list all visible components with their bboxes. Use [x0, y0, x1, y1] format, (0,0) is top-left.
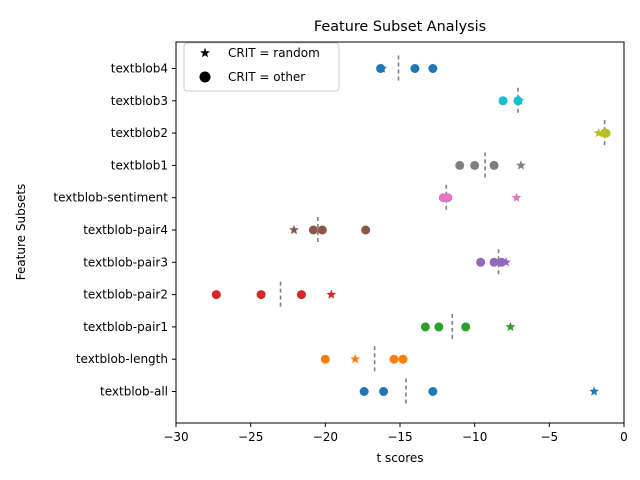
- series-textblob-pair1: [420, 313, 516, 340]
- data-point: [410, 64, 420, 73]
- data-point: [600, 128, 610, 138]
- data-point-star: [511, 192, 522, 202]
- series-textblob4: [376, 55, 438, 82]
- series-textblob-all: [359, 378, 600, 405]
- x-axis-label: t scores: [376, 451, 423, 465]
- x-tick-label: −5: [540, 430, 558, 444]
- data-point-star: [505, 321, 516, 332]
- y-axis-label: Feature Subsets: [14, 184, 28, 281]
- series-textblob-length: [320, 346, 408, 373]
- data-point: [361, 225, 371, 235]
- data-point: [389, 354, 399, 364]
- y-tick-label: textblob-pair2: [83, 288, 168, 302]
- y-tick-label: textblob-pair4: [83, 223, 168, 237]
- x-tick-label: −10: [462, 430, 487, 444]
- data-point: [443, 193, 453, 203]
- data-point-star: [289, 224, 299, 235]
- data-point: [428, 64, 438, 73]
- x-axis: −30 −25 −20 −15 −10 −5 0: [163, 423, 628, 444]
- data-point: [211, 290, 221, 300]
- data-point-star: [514, 95, 525, 106]
- data-point: [256, 290, 266, 300]
- y-tick-label: textblob-all: [100, 385, 168, 399]
- data-point: [296, 290, 306, 300]
- data-point: [489, 160, 499, 170]
- series-textblob-sentiment: [438, 184, 522, 211]
- x-tick-label: −20: [313, 430, 338, 444]
- y-tick-label: textblob-pair3: [83, 255, 168, 269]
- data-point: [379, 387, 389, 396]
- data-point-star: [501, 257, 511, 267]
- plot-frame: [175, 41, 625, 424]
- data-point-star: [377, 63, 388, 73]
- y-tick-label: textblob-pair1: [83, 320, 168, 334]
- data-point: [476, 257, 486, 267]
- data-point: [470, 160, 480, 170]
- y-axis: textblob4 textblob3 textblob2 textblob1 text…: [53, 62, 176, 399]
- y-tick-label: textblob1: [111, 158, 168, 172]
- x-tick-label: −30: [163, 430, 188, 444]
- y-tick-label: textblob-length: [76, 352, 168, 366]
- series-textblob-pair4: [289, 217, 371, 243]
- data-point-star: [326, 289, 337, 299]
- data-point: [461, 322, 471, 332]
- x-tick-label: 0: [620, 430, 628, 444]
- legend: CRIT = random CRIT = other: [183, 42, 340, 92]
- legend-label: CRIT = other: [228, 70, 305, 84]
- series-textblob2: [593, 120, 611, 147]
- series-textblob3: [498, 87, 525, 114]
- data-point: [317, 225, 327, 235]
- y-tick-label: textblob3: [111, 94, 168, 108]
- data-point-star: [589, 386, 600, 396]
- data-point: [398, 354, 408, 364]
- data-point: [359, 387, 369, 396]
- data-point: [455, 160, 465, 170]
- data-point: [489, 257, 499, 267]
- data-point: [434, 322, 444, 332]
- legend-star-icon: [200, 47, 210, 58]
- data-point: [498, 96, 508, 106]
- data-point: [428, 387, 438, 396]
- data-marks: [211, 55, 611, 405]
- legend-label: CRIT = random: [228, 46, 320, 60]
- data-point: [420, 322, 430, 332]
- x-tick-label: −25: [238, 430, 263, 444]
- data-point: [320, 354, 330, 364]
- chart-title: Feature Subset Analysis: [314, 19, 486, 35]
- x-tick-label: −15: [387, 430, 412, 444]
- legend-box: [183, 42, 340, 92]
- data-point: [308, 225, 318, 235]
- y-tick-label: textblob-sentiment: [53, 191, 168, 205]
- data-point-star: [516, 160, 526, 170]
- series-textblob-pair2: [211, 281, 337, 308]
- series-textblob-pair3: [476, 249, 511, 276]
- data-point-star: [350, 354, 361, 364]
- y-tick-label: textblob2: [111, 126, 168, 140]
- data-point-star: [593, 127, 604, 138]
- y-tick-label: textblob4: [111, 62, 168, 76]
- series-textblob1: [455, 152, 526, 179]
- legend-circle-icon: [199, 71, 211, 83]
